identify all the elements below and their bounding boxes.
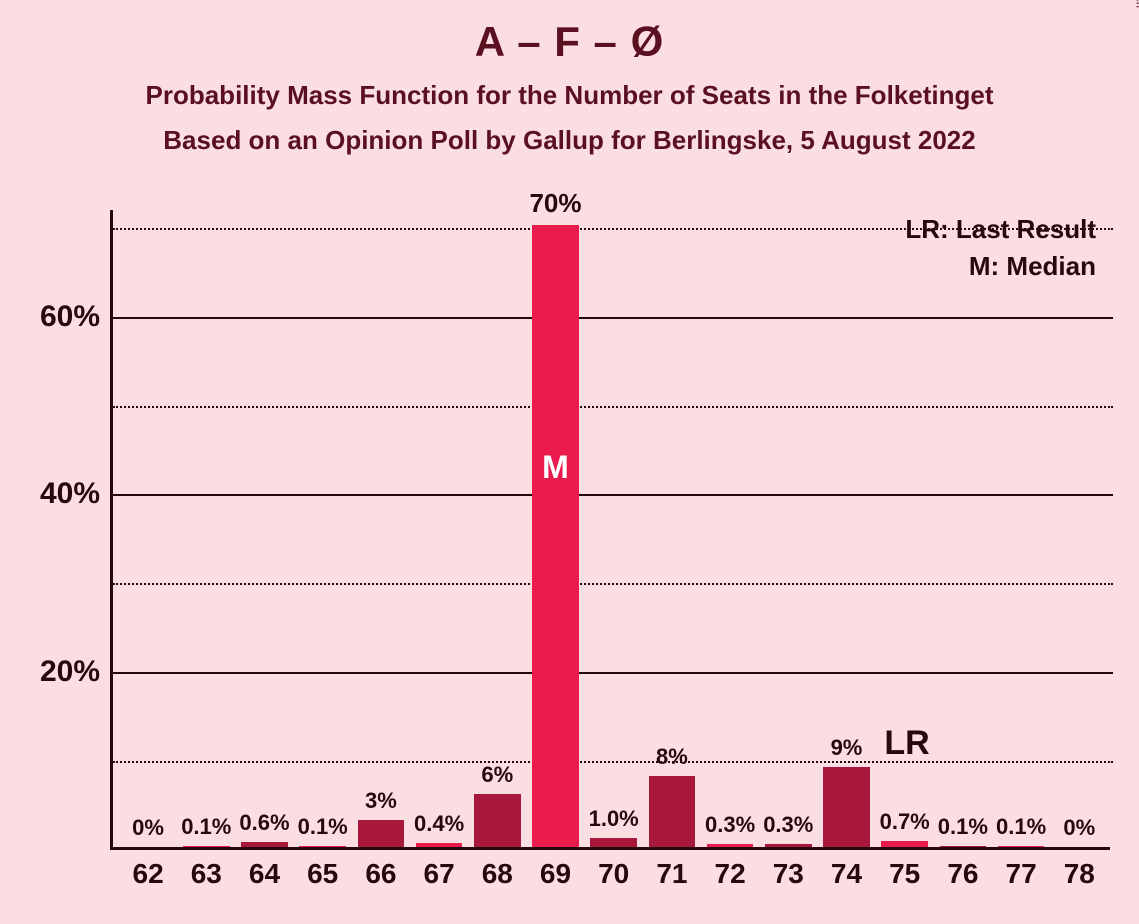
bar-value-label: 8% bbox=[656, 744, 688, 776]
bar-value-label: 0.3% bbox=[705, 812, 755, 844]
x-axis-label: 77 bbox=[1006, 858, 1037, 890]
bar-slot: 70%M bbox=[526, 207, 584, 847]
bar: 3% bbox=[358, 820, 405, 847]
x-axis-label: 75 bbox=[889, 858, 920, 890]
bar-slot: 0% bbox=[119, 207, 177, 847]
last-result-marker: LR bbox=[884, 724, 929, 763]
bar-value-label: 0.4% bbox=[414, 811, 464, 843]
y-axis-label: 60% bbox=[40, 300, 100, 334]
bar: 0.4% bbox=[416, 843, 463, 847]
bar-slot: 0.1% bbox=[934, 207, 992, 847]
x-axis-label: 78 bbox=[1064, 858, 1095, 890]
titles-block: A – F – Ø Probability Mass Function for … bbox=[0, 0, 1139, 156]
x-axis-label: 68 bbox=[482, 858, 513, 890]
bar-value-label: 0.7% bbox=[880, 809, 930, 841]
bars-container: 0%0.1%0.6%0.1%3%0.4%6%70%M1.0%8%0.3%0.3%… bbox=[113, 207, 1113, 847]
bar-value-label: 0.1% bbox=[181, 814, 231, 846]
bar-value-label: 0.1% bbox=[938, 814, 988, 846]
bar-slot: 0.1% bbox=[992, 207, 1050, 847]
y-axis-label: 40% bbox=[40, 477, 100, 511]
bar-value-label: 0% bbox=[132, 815, 164, 847]
bar: 0.3% bbox=[707, 844, 754, 847]
bar: 0.1% bbox=[940, 846, 987, 847]
bar-slot: 0.6% bbox=[235, 207, 293, 847]
bar-value-label: 0.1% bbox=[996, 814, 1046, 846]
x-axis-label: 71 bbox=[656, 858, 687, 890]
x-axis-label: 63 bbox=[191, 858, 222, 890]
bar: 0.1% bbox=[183, 846, 230, 847]
bar-value-label: 3% bbox=[365, 788, 397, 820]
x-axis-label: 62 bbox=[133, 858, 164, 890]
x-axis-label: 74 bbox=[831, 858, 862, 890]
bar-slot: 0% bbox=[1050, 207, 1108, 847]
bar-slot: 3% bbox=[352, 207, 410, 847]
bar: 0.6% bbox=[241, 842, 288, 847]
bar-slot: 0.1% bbox=[177, 207, 235, 847]
bar: 6% bbox=[474, 794, 521, 847]
plot-area: LR: Last Result M: Median 0%0.1%0.6%0.1%… bbox=[110, 210, 1110, 850]
bar: 0.1% bbox=[299, 846, 346, 847]
bar: 9% bbox=[823, 767, 870, 847]
bar-slot: 6% bbox=[468, 207, 526, 847]
bar-value-label: 1.0% bbox=[589, 806, 639, 838]
bar-slot: 9% bbox=[817, 207, 875, 847]
x-axis-label: 64 bbox=[249, 858, 280, 890]
x-axis-label: 73 bbox=[773, 858, 804, 890]
bar-value-label: 70% bbox=[529, 188, 581, 225]
bar-slot: 0.3% bbox=[701, 207, 759, 847]
bar-slot: 1.0% bbox=[585, 207, 643, 847]
chart-subtitle-2: Based on an Opinion Poll by Gallup for B… bbox=[0, 125, 1139, 156]
bar-slot: 0.3% bbox=[759, 207, 817, 847]
bar: 0.1% bbox=[998, 846, 1045, 847]
bar-value-label: 0.3% bbox=[763, 812, 813, 844]
bar-value-label: 9% bbox=[831, 735, 863, 767]
y-axis-label: 20% bbox=[40, 655, 100, 689]
x-axis-label: 70 bbox=[598, 858, 629, 890]
bar-slot: 8% bbox=[643, 207, 701, 847]
bar: 0.3% bbox=[765, 844, 812, 847]
x-axis-label: 72 bbox=[715, 858, 746, 890]
bar-value-label: 0.1% bbox=[298, 814, 348, 846]
bar-value-label: 0% bbox=[1063, 815, 1095, 847]
bar-value-label: 6% bbox=[481, 762, 513, 794]
x-axis-label: 66 bbox=[365, 858, 396, 890]
credit-text: © 2022 Filip van Laenen bbox=[1133, 0, 1139, 8]
x-axis-label: 65 bbox=[307, 858, 338, 890]
bar: 8% bbox=[649, 776, 696, 847]
bar: 0.7% bbox=[881, 841, 928, 847]
x-axis-label: 69 bbox=[540, 858, 571, 890]
bar-value-label: 0.6% bbox=[239, 810, 289, 842]
x-axis-label: 76 bbox=[947, 858, 978, 890]
bar: 70%M bbox=[532, 225, 579, 847]
chart-title: A – F – Ø bbox=[0, 18, 1139, 66]
x-axis-label: 67 bbox=[424, 858, 455, 890]
bar-slot: 0.1% bbox=[294, 207, 352, 847]
chart-subtitle-1: Probability Mass Function for the Number… bbox=[0, 80, 1139, 111]
chart-area: LR: Last Result M: Median 0%0.1%0.6%0.1%… bbox=[110, 210, 1110, 850]
bar: 1.0% bbox=[590, 838, 637, 847]
bar-slot: 0.4% bbox=[410, 207, 468, 847]
median-marker: M bbox=[542, 449, 569, 486]
